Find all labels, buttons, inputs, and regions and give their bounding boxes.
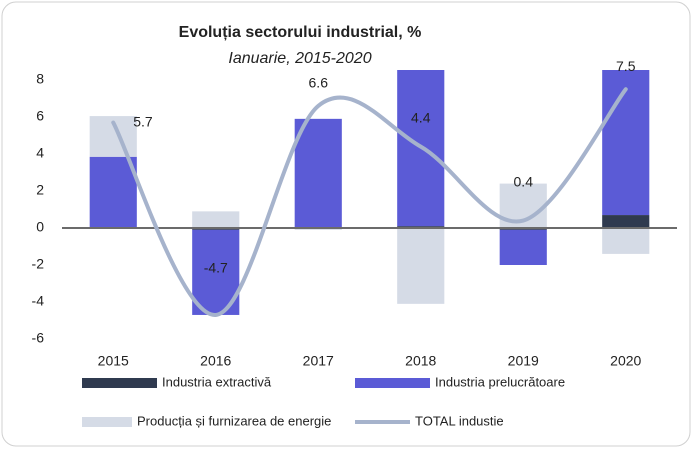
legend-label: TOTAL industie (415, 413, 504, 428)
legend-swatch (355, 378, 430, 388)
legend-label: Producția și furnizarea de energie (137, 413, 331, 428)
data-label: -4.7 (204, 260, 228, 276)
y-tick-label: -6 (32, 330, 45, 346)
y-tick-label: -2 (32, 256, 45, 272)
bar (602, 215, 650, 228)
data-label: 4.4 (411, 109, 431, 125)
bar (602, 70, 650, 216)
data-label: 6.6 (309, 75, 329, 91)
legend-label: Industria prelucrătoare (435, 374, 565, 389)
y-tick-label: 2 (36, 182, 44, 198)
bar (89, 156, 137, 228)
bar (294, 118, 342, 228)
bar (602, 228, 650, 254)
x-tick-label: 2020 (610, 353, 641, 369)
y-tick-label: 0 (36, 219, 44, 235)
y-tick-label: 6 (36, 108, 44, 124)
bar (192, 211, 240, 228)
plot-area (89, 70, 650, 315)
y-tick-label: 8 (36, 71, 44, 87)
chart-subtitle: Ianuarie, 2015-2020 (228, 50, 371, 67)
x-tick-label: 2016 (200, 353, 231, 369)
x-tick-label: 2017 (303, 353, 334, 369)
legend-label: Industria extractivă (162, 374, 272, 389)
bar (397, 228, 445, 304)
y-tick-label: -4 (32, 293, 45, 309)
chart-title: Evoluția sectorului industrial, % (179, 24, 422, 41)
x-tick-label: 2019 (508, 353, 539, 369)
bar (499, 229, 547, 265)
data-label: 5.7 (133, 113, 153, 129)
data-label: 7.5 (616, 58, 636, 74)
legend-swatch (82, 417, 132, 427)
x-tick-label: 2018 (405, 353, 436, 369)
line (111, 87, 628, 317)
y-tick-label: 4 (36, 145, 44, 161)
data-label: 0.4 (514, 173, 534, 189)
x-tick-label: 2015 (98, 353, 129, 369)
legend-swatch (82, 378, 157, 388)
